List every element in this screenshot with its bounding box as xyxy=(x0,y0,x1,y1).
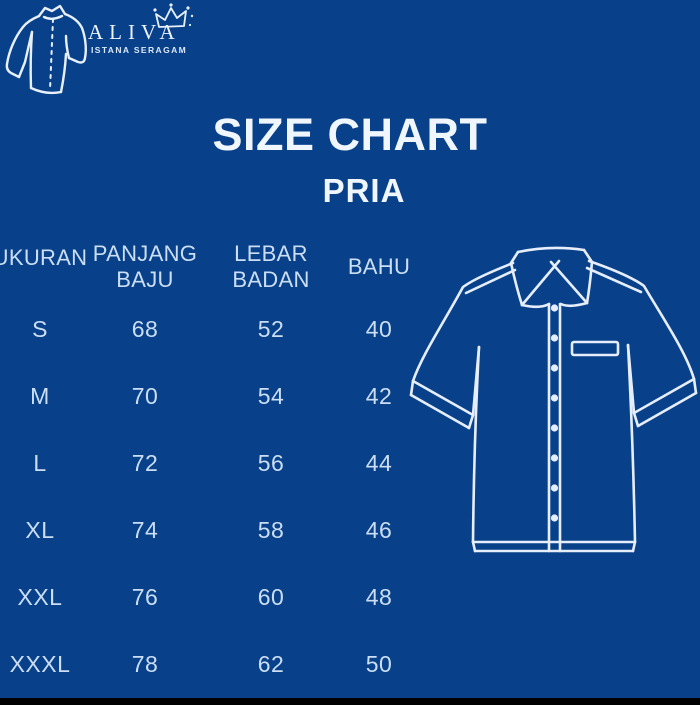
header-line: BAHU xyxy=(347,254,411,279)
size-label: XXL xyxy=(17,584,63,610)
size-label: S xyxy=(32,316,48,342)
lebar-badan-value: 52 xyxy=(257,316,285,342)
bottom-bar xyxy=(0,698,700,705)
column-header-lebar-badan: LEBAR BADAN xyxy=(210,238,332,296)
lebar-badan-value: 58 xyxy=(257,517,285,543)
lebar-badan-value: 62 xyxy=(257,651,285,677)
panjang-baju-value: 72 xyxy=(131,450,159,476)
shirt-buttons xyxy=(550,304,559,522)
size-label: M xyxy=(30,383,50,409)
panjang-baju-value: 76 xyxy=(131,584,159,610)
shirt-illustration xyxy=(409,246,698,553)
page-title: SIZE CHART xyxy=(212,109,488,160)
bahu-value: 50 xyxy=(365,651,393,677)
brand-name: ALIVA xyxy=(88,20,181,44)
bahu-value: 40 xyxy=(365,316,393,342)
bahu-value: 42 xyxy=(365,383,393,409)
page-subtitle: PRIA xyxy=(322,172,406,209)
bahu-value: 48 xyxy=(365,584,393,610)
bahu-value: 46 xyxy=(365,517,393,543)
header-line: BADAN xyxy=(232,267,310,292)
crown-icon xyxy=(153,3,194,28)
lebar-badan-value: 60 xyxy=(257,584,285,610)
bahu-value: 44 xyxy=(365,450,393,476)
panjang-baju-value: 78 xyxy=(131,651,159,677)
column-header-panjang-baju: PANJANG BAJU xyxy=(80,238,210,296)
header-line: UKURAN xyxy=(0,245,88,270)
brand-tagline: ISTANA SERAGAM xyxy=(91,45,188,55)
panjang-baju-value: 74 xyxy=(131,517,159,543)
column-header-bahu: BAHU xyxy=(332,238,426,296)
header-line: PANJANG xyxy=(92,241,198,266)
header-line: LEBAR xyxy=(234,241,308,266)
panjang-baju-value: 68 xyxy=(131,316,159,342)
size-label: XL xyxy=(25,517,55,543)
size-label: L xyxy=(33,450,47,476)
header-line: BAJU xyxy=(116,267,174,292)
panjang-baju-value: 70 xyxy=(131,383,159,409)
size-label: XXXL xyxy=(9,651,71,677)
column-header-ukuran: UKURAN xyxy=(0,238,87,296)
size-table: UKURAN PANJANG BAJU LEBAR BADAN BAHU S 6… xyxy=(0,238,426,698)
logo-shirt-sketch-icon xyxy=(5,4,87,95)
lebar-badan-value: 56 xyxy=(257,450,285,476)
lebar-badan-value: 54 xyxy=(257,383,285,409)
